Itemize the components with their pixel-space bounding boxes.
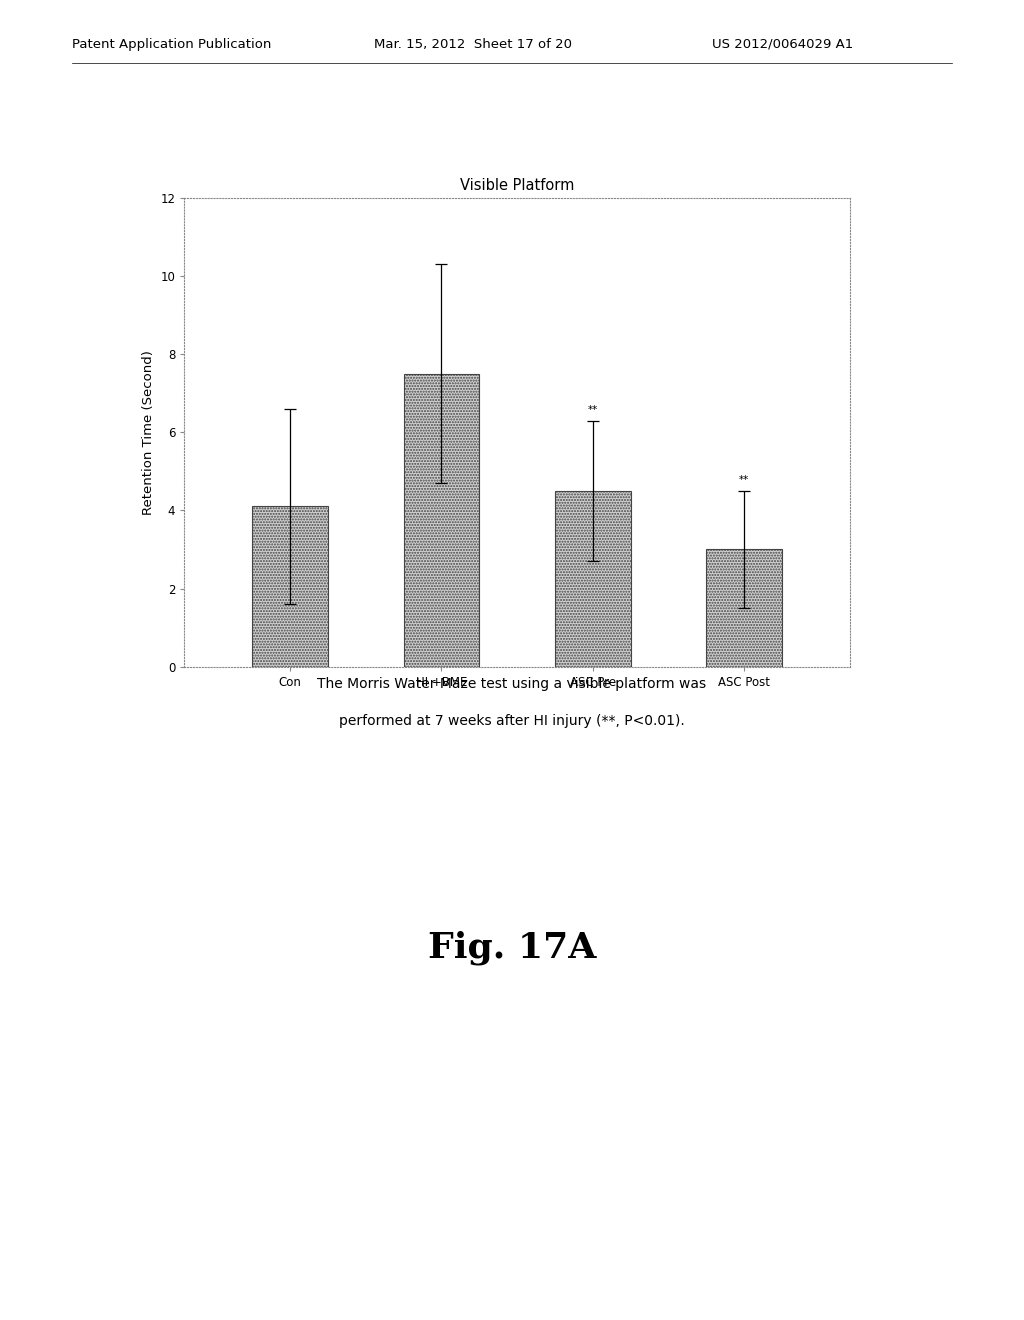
Text: **: **	[588, 405, 598, 414]
Bar	[403, 374, 479, 667]
Text: Mar. 15, 2012  Sheet 17 of 20: Mar. 15, 2012 Sheet 17 of 20	[374, 37, 571, 50]
Text: Patent Application Publication: Patent Application Publication	[72, 37, 271, 50]
Text: US 2012/0064029 A1: US 2012/0064029 A1	[712, 37, 853, 50]
Text: The Morris Water Maze test using a visible platform was: The Morris Water Maze test using a visib…	[317, 677, 707, 692]
Text: performed at 7 weeks after HI injury (**, P<0.01).: performed at 7 weeks after HI injury (**…	[339, 714, 685, 729]
Bar	[252, 507, 328, 667]
Text: **: **	[739, 475, 750, 484]
Title: Visible Platform: Visible Platform	[460, 178, 574, 193]
Bar	[707, 549, 782, 667]
Y-axis label: Retention Time (Second): Retention Time (Second)	[141, 350, 155, 515]
Bar	[555, 491, 631, 667]
Text: Fig. 17A: Fig. 17A	[428, 931, 596, 965]
